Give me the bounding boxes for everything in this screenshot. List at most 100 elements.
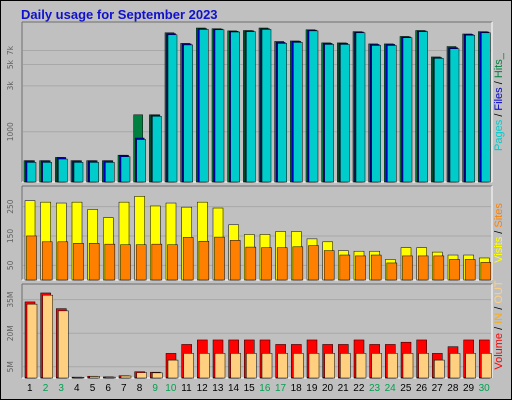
xtick-label: 19 — [306, 383, 318, 394]
bar-out — [371, 353, 382, 379]
xtick-label: 4 — [74, 383, 80, 394]
bar-out — [26, 303, 38, 379]
bar-pages — [465, 34, 475, 183]
bar-sites — [135, 244, 147, 281]
bar-out — [246, 353, 257, 379]
bar-sites — [308, 245, 319, 281]
bar-pages — [402, 37, 413, 183]
bar-out — [340, 353, 351, 379]
bar-out — [355, 353, 367, 379]
bar-sites — [120, 244, 131, 281]
ytick-label: 20M — [6, 325, 15, 341]
bar-out — [230, 353, 241, 379]
bar-out — [73, 377, 85, 379]
xtick-label: 15 — [244, 383, 256, 394]
bar-pages — [418, 31, 428, 183]
bar-pages — [26, 162, 37, 183]
bar-pages — [89, 162, 99, 183]
bar-out — [277, 353, 288, 379]
bar-sites — [104, 243, 116, 281]
bar-pages — [449, 48, 460, 183]
bar-pages — [481, 32, 491, 183]
bar-out — [199, 353, 210, 379]
plot-area-1 — [22, 22, 492, 182]
bar-sites — [214, 236, 225, 281]
legend-visits-sites-part: / — [493, 228, 505, 237]
xtick-label: 28 — [447, 383, 459, 394]
legend-pages-files-hits-part: Hits — [493, 59, 505, 78]
bar-sites — [151, 243, 163, 281]
xtick-label: 1 — [27, 383, 33, 394]
xtick-label: 3 — [58, 383, 64, 394]
bar-pages — [152, 115, 162, 183]
xtick-label: 12 — [197, 383, 209, 394]
legend-visits-sites-part: Sites — [493, 203, 505, 228]
xtick-label: 30 — [479, 383, 491, 394]
bar-pages — [199, 29, 209, 183]
xtick-label: 8 — [137, 383, 143, 394]
bar-out — [465, 353, 476, 379]
bar-sites — [276, 247, 288, 281]
legend-visits-sites-part: Visits — [493, 236, 505, 263]
xtick-label: 11 — [181, 383, 192, 394]
bar-pages — [355, 32, 366, 183]
bar-out — [152, 372, 163, 379]
legend-pages-files-hits-part: Files — [493, 87, 505, 111]
bar-pages — [230, 31, 240, 183]
bar-sites — [417, 255, 429, 281]
bar-pages — [42, 162, 52, 183]
ytick-label: 7k — [6, 45, 15, 55]
bar-sites — [355, 255, 366, 281]
bar-out — [120, 375, 132, 379]
xtick-label: 24 — [385, 383, 397, 394]
bar-sites — [433, 255, 445, 281]
bar-out — [42, 294, 53, 379]
legend-visits-sites: Visits / Sites — [493, 203, 505, 263]
bar-sites — [182, 237, 194, 281]
bar-pages — [387, 45, 397, 183]
legend-pages-files-hits: Pages / Files / Hits_ — [493, 52, 505, 151]
bar-out — [136, 372, 147, 379]
bar-sites — [198, 240, 210, 281]
bar-out — [387, 353, 398, 379]
xtick-label: 7 — [121, 383, 127, 394]
bar-sites — [292, 246, 304, 281]
bar-pages — [105, 162, 115, 183]
legend-volume-in-out: Volume / IN / OUT — [493, 280, 505, 370]
bar-pages — [340, 44, 350, 183]
bar-out — [183, 353, 194, 379]
bar-out — [214, 353, 226, 379]
bar-sites — [88, 243, 100, 281]
xtick-label: 18 — [291, 383, 303, 394]
xtick-label: 22 — [353, 383, 365, 394]
xtick-label: 26 — [416, 383, 428, 394]
bar-sites — [41, 241, 53, 281]
bar-out — [434, 359, 445, 379]
xtick-label: 23 — [369, 383, 381, 394]
bar-pages — [58, 158, 68, 183]
bar-out — [449, 353, 461, 379]
bar-pages — [371, 45, 381, 183]
bar-pages — [308, 30, 319, 183]
bar-sites — [245, 246, 257, 281]
xtick-label: 16 — [259, 383, 271, 394]
bar-pages — [277, 43, 287, 183]
bar-pages — [293, 42, 303, 183]
xtick-label: 20 — [322, 383, 334, 394]
bar-out — [58, 310, 69, 379]
bar-out — [402, 353, 414, 379]
xtick-label: 21 — [338, 383, 350, 394]
ytick-label: 1000 — [6, 122, 15, 141]
bar-sites — [57, 241, 69, 281]
ytick-label: 250 — [6, 199, 15, 214]
legend-pages-files-hits-part: Pages — [493, 119, 505, 151]
xtick-label: 6 — [105, 383, 111, 394]
bar-out — [89, 376, 100, 379]
plot-area-2 — [22, 186, 492, 280]
bar-pages — [261, 29, 272, 183]
legend-volume-in-out-part: / — [493, 324, 505, 333]
bar-sites — [323, 250, 335, 281]
bar-sites — [386, 262, 398, 281]
ytick-label: 50 — [6, 260, 15, 270]
